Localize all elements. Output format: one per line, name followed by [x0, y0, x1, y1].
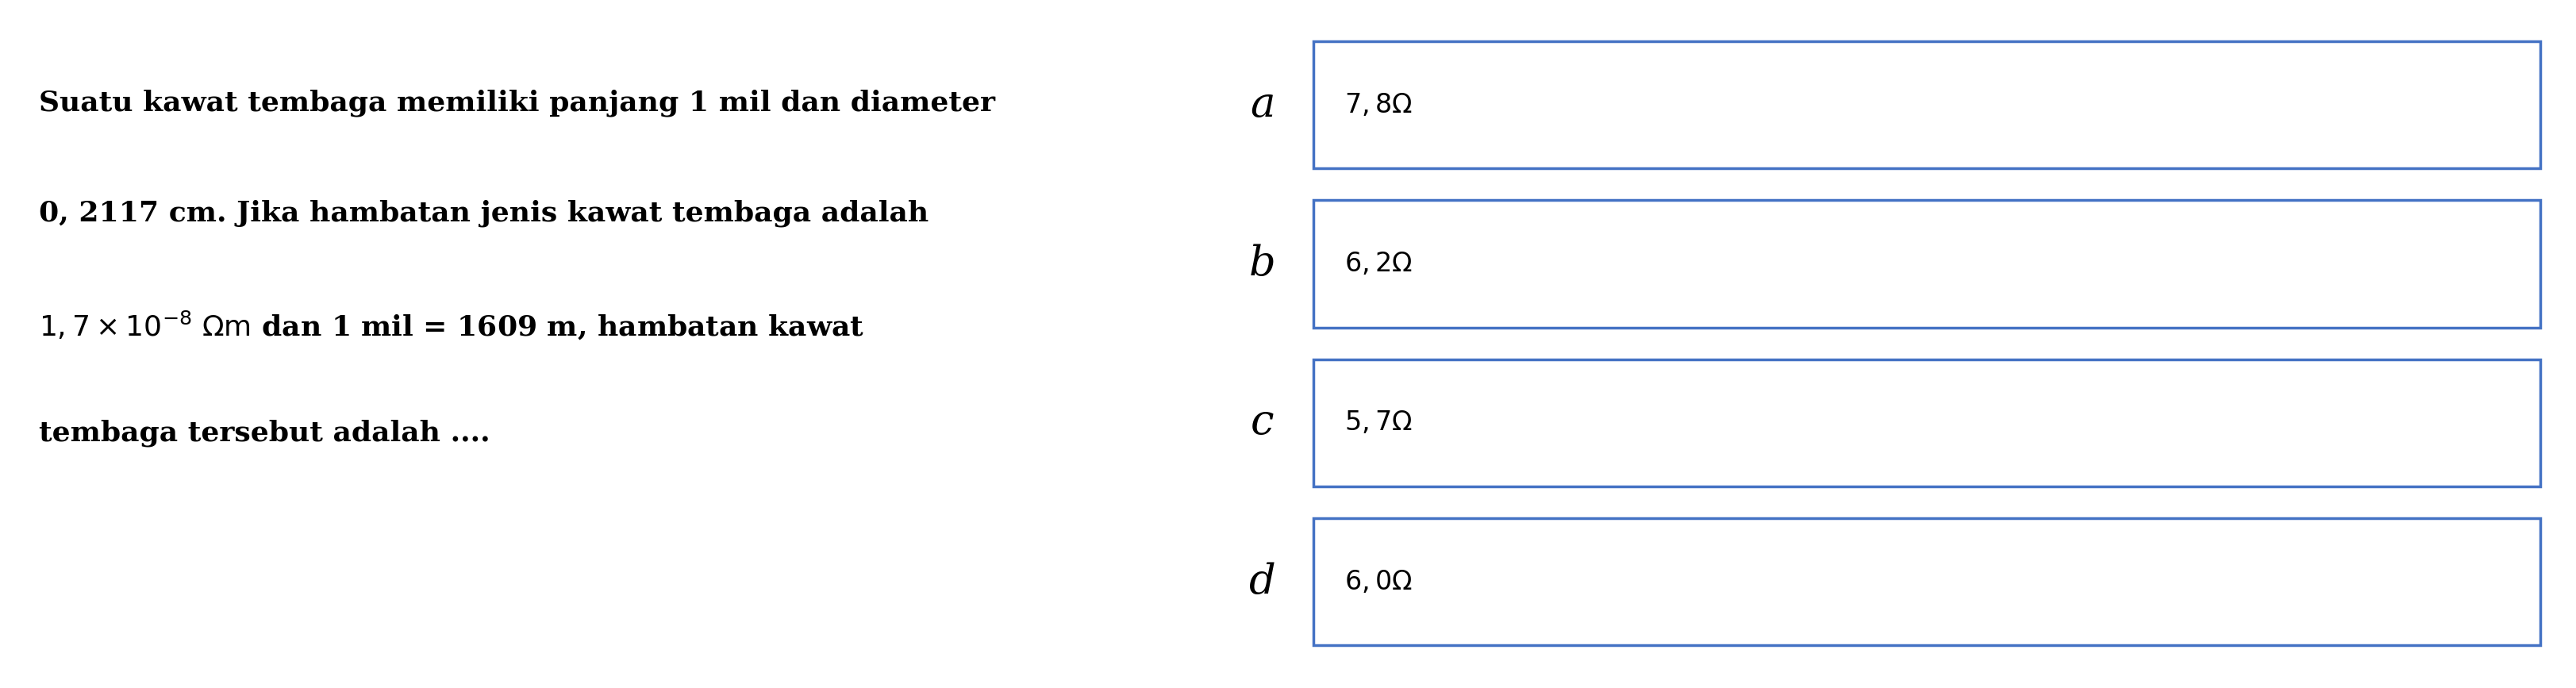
Text: b: b: [1249, 244, 1275, 284]
Text: $5, 7\Omega$: $5, 7\Omega$: [1345, 409, 1412, 436]
Text: a: a: [1249, 85, 1275, 125]
Text: $7, 8\Omega$: $7, 8\Omega$: [1345, 92, 1412, 118]
FancyBboxPatch shape: [1314, 518, 2540, 645]
Text: c: c: [1249, 402, 1275, 443]
Text: $6, 2\Omega$: $6, 2\Omega$: [1345, 250, 1412, 277]
FancyBboxPatch shape: [1314, 200, 2540, 327]
FancyBboxPatch shape: [1314, 359, 2540, 486]
Text: d: d: [1249, 561, 1275, 602]
FancyBboxPatch shape: [1314, 41, 2540, 169]
Text: $6, 0\Omega$: $6, 0\Omega$: [1345, 568, 1412, 595]
Text: Suatu kawat tembaga memiliki panjang 1 mil dan diameter: Suatu kawat tembaga memiliki panjang 1 m…: [39, 89, 994, 117]
Text: tembaga tersebut adalah ....: tembaga tersebut adalah ....: [39, 420, 489, 447]
Text: $1, 7 \times 10^{-8}\ \Omega\mathrm{m}$ dan 1 mil = 1609 m, hambatan kawat: $1, 7 \times 10^{-8}\ \Omega\mathrm{m}$ …: [39, 310, 863, 342]
Text: 0, 2117 cm. Jika hambatan jenis kawat tembaga adalah: 0, 2117 cm. Jika hambatan jenis kawat te…: [39, 200, 927, 227]
